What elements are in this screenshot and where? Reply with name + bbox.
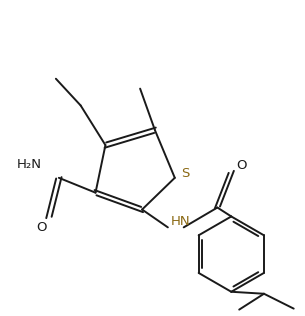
Text: S: S — [181, 167, 190, 180]
Text: H₂N: H₂N — [16, 158, 41, 172]
Text: O: O — [36, 221, 46, 234]
Text: HN: HN — [171, 215, 190, 228]
Text: O: O — [236, 160, 246, 173]
